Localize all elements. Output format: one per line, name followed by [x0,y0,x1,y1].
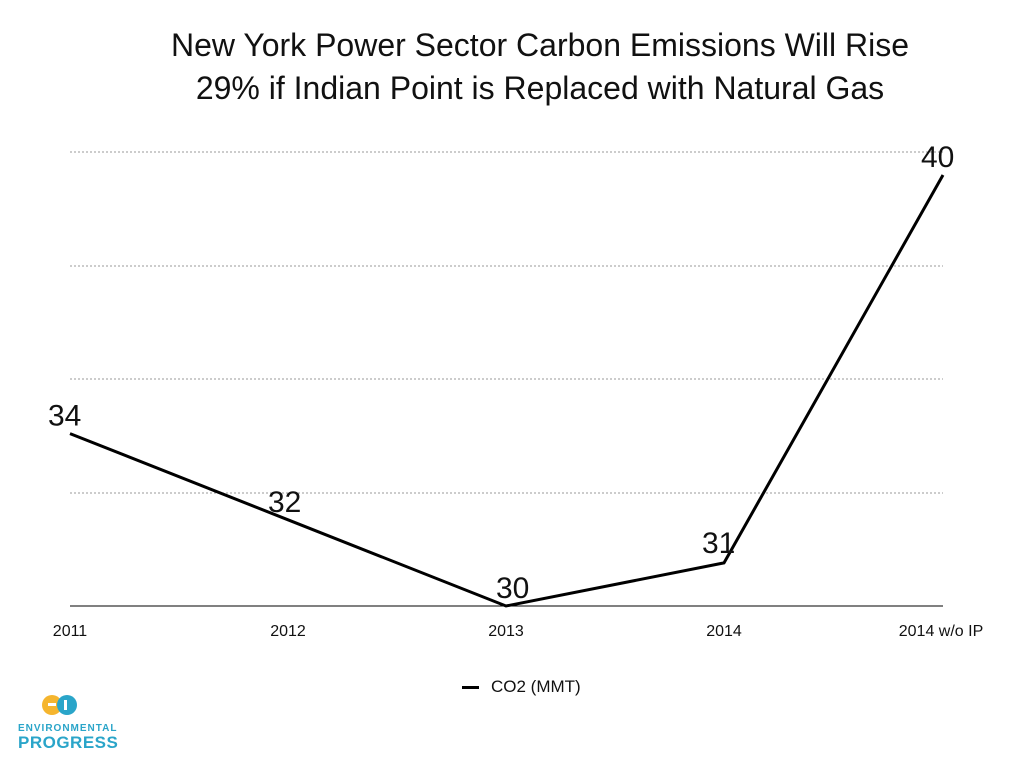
legend-swatch [462,685,479,689]
chart-title-line-1: New York Power Sector Carbon Emissions W… [170,27,910,63]
data-label-2: 32 [268,486,301,519]
legend-label: CO2 (MMT) [491,677,581,696]
logo-mark-icon [42,695,77,715]
x-tick-label-2: 2012 [270,623,306,640]
series-line-co2 [69,174,945,608]
chart-title: New York Power Sector Carbon Emissions W… [0,24,1024,110]
logo-text-environmental: ENVIRONMENTAL [18,723,118,734]
chart-title-line-2: 29% if Indian Point is Replaced with Nat… [195,70,885,106]
x-tick-label-1: 2011 [53,623,88,640]
x-tick-label-4: 2014 [706,623,742,640]
data-label-1: 34 [48,400,81,433]
data-label-3: 30 [496,572,529,605]
logo-text-progress: PROGRESS [18,733,119,752]
x-tick-label-5: 2014 w/o IP [899,623,984,640]
x-tick-label-3: 2013 [488,623,524,640]
environmental-progress-logo: ENVIRONMENTAL PROGRESS [18,694,119,752]
data-label-4: 31 [702,527,735,560]
data-label-5: 40 [921,141,954,174]
legend: CO2 (MMT) [462,677,581,697]
